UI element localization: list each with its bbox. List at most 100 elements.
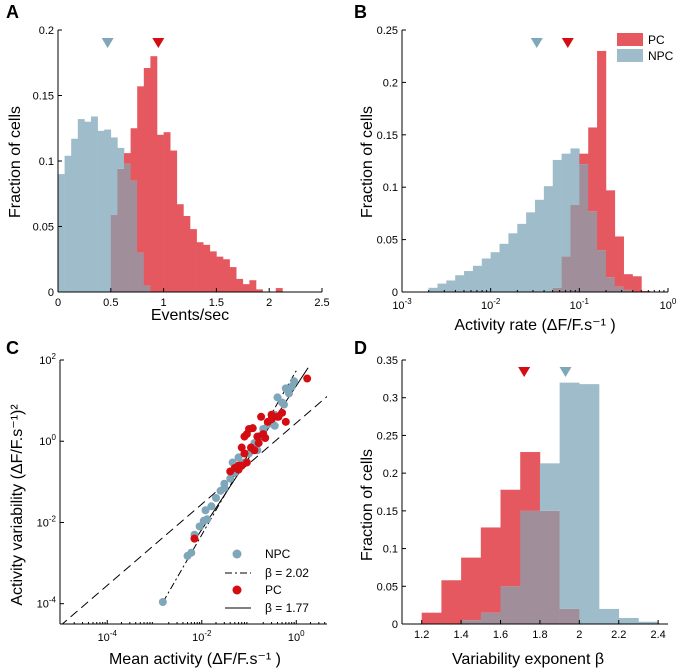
y-tick-label: 0.05 xyxy=(377,581,398,593)
panel-label-a: A xyxy=(6,2,19,22)
y-tick-label: 0.15 xyxy=(377,506,398,518)
panel-d-pc-bar xyxy=(441,580,462,624)
panel-b-npc-bar xyxy=(464,271,474,292)
panel-b-xlabel: Activity rate (ΔF/F.s⁻¹ ) xyxy=(454,317,615,334)
y-tick-label: 0.2 xyxy=(39,25,54,37)
pc-point xyxy=(261,434,270,443)
y-tick-label: 0.3 xyxy=(383,393,398,405)
panel-b-npc-bar xyxy=(570,148,580,206)
npc-point xyxy=(273,393,282,402)
x-tick-label: 10-1 xyxy=(570,297,590,312)
npc-point xyxy=(220,479,229,488)
npc-point xyxy=(270,421,279,430)
panel-a-pc-bar xyxy=(170,150,178,292)
npc-point xyxy=(280,400,289,409)
y-tick-label: 0.2 xyxy=(383,468,398,480)
panel-b-npc-bar xyxy=(428,287,438,292)
x-tick-label: 100 xyxy=(660,297,677,312)
npc-point xyxy=(281,384,290,393)
panel-b-npc-bar xyxy=(499,243,509,292)
y-tick-label: 0.1 xyxy=(383,544,398,556)
panel-b-pc-bar xyxy=(623,274,633,290)
npc-point xyxy=(234,453,243,462)
panel-d-pc-bar xyxy=(421,612,442,624)
x-tick-label: 10-3 xyxy=(392,297,412,312)
mean-marker-pc xyxy=(152,38,165,48)
y-tick-label: 0.1 xyxy=(39,156,54,168)
panel-d-npc-bar xyxy=(599,608,620,624)
panel-a-pc-bar xyxy=(190,229,197,292)
panel-a-pc-bar xyxy=(275,288,283,292)
panel-a-xlabel: Events/sec xyxy=(151,307,229,324)
x-tick-label: 0 xyxy=(55,297,61,309)
x-tick-label: 1 xyxy=(161,297,167,309)
legend-label-npc-c: NPC xyxy=(265,547,291,561)
npc-point xyxy=(226,474,235,483)
panel-label-c: C xyxy=(6,338,19,358)
panel-a-pc-bar xyxy=(242,284,250,292)
pc-point xyxy=(267,410,276,419)
x-tick-label: 1.6 xyxy=(493,629,508,641)
panel-c: C 10-4 10-2 100 10-4 10-2 100 102 Mean activit… xyxy=(6,338,327,668)
x-tick-label: 100 xyxy=(288,629,305,644)
pc-point xyxy=(281,417,290,426)
y-tick-label: 0.35 xyxy=(377,355,398,367)
panel-a-pc-bar xyxy=(163,132,171,292)
x-tick-label: 2 xyxy=(266,297,272,309)
panel-d-plot: 1.2 1.4 1.6 1.8 2 2.2 2.4 0 0.05 0.1 0.15 0.2 0.25 0.… xyxy=(377,355,668,641)
y-tick-label: 10-2 xyxy=(37,514,57,529)
pc-point xyxy=(274,412,283,421)
panel-b-npc-bar xyxy=(437,283,447,292)
panel-a-npc-bar xyxy=(58,174,65,292)
panel-d-ylabel: Fraction of cells xyxy=(359,449,376,561)
panel-a-plot: 0 0.5 1 1.5 2 2.5 0 0.05 0.1 0.15 0.2 xyxy=(33,25,330,309)
panel-a-pc-bar xyxy=(236,278,244,292)
x-tick-label: 1.2 xyxy=(414,629,429,641)
legend-marker-pc xyxy=(232,585,242,595)
panel-b-pc-bar xyxy=(597,50,607,251)
y-tick-label: 0 xyxy=(392,619,398,631)
x-tick-label: 10-4 xyxy=(98,629,118,644)
panel-b-pc-bar xyxy=(605,190,616,278)
panel-a-pc-bar xyxy=(229,267,237,292)
panel-d-npc-bar xyxy=(638,621,659,624)
y-tick-label: 0.15 xyxy=(377,130,398,142)
y-tick-label: 100 xyxy=(39,433,56,448)
x-tick-label: 10-2 xyxy=(192,629,212,644)
panel-d-pc-bar xyxy=(520,452,541,511)
pc-point xyxy=(250,446,259,455)
panel-a-overlap-bar xyxy=(110,214,118,292)
panel-a-pc-bar xyxy=(196,242,204,292)
x-tick-label: 1.8 xyxy=(532,629,547,641)
panel-b-legend: PC NPC xyxy=(617,33,674,63)
panel-a-pc-bar xyxy=(216,256,224,292)
panel-a-overlap-bar xyxy=(137,252,145,292)
panel-d-overlap-bar xyxy=(461,620,482,624)
mean-marker-npc xyxy=(559,367,572,377)
y-tick-label: 0.25 xyxy=(377,25,398,37)
y-tick-label: 0.1 xyxy=(383,182,398,194)
npc-point xyxy=(211,494,220,503)
panel-c-legend: NPC β = 2.02 PC β = 1.77 xyxy=(225,547,309,615)
panel-b-pc-bar xyxy=(641,290,651,292)
panel-b-npc-bar xyxy=(490,252,500,292)
npc-point xyxy=(290,377,299,386)
legend-label-pc-c: PC xyxy=(265,583,282,597)
panel-d-overlap-bar xyxy=(520,510,541,624)
panel-c-plot: 10-4 10-2 100 10-4 10-2 100 102 xyxy=(37,352,327,644)
pc-point xyxy=(237,443,246,452)
mean-marker-pc xyxy=(561,38,574,48)
panel-a-pc-bar xyxy=(137,86,145,253)
panel-a-pc-bar xyxy=(183,216,191,292)
y-tick-label: 0.2 xyxy=(383,77,398,89)
panel-b-plot: 10-3 10-2 10-1 100 0 0.05 0.1 0.15 0.2 0.25 xyxy=(377,25,677,312)
npc-point xyxy=(203,515,212,524)
panel-b-ylabel: Fraction of cells xyxy=(359,106,376,218)
panel-b-pc-bar xyxy=(614,236,624,287)
panel-d-xlabel: Variability exponent β xyxy=(452,651,604,668)
panel-c-inner xyxy=(61,367,327,624)
panel-b-npc-bar xyxy=(561,153,571,257)
panel-b-overlap-bar xyxy=(552,287,562,292)
panel-a-pc-bar xyxy=(176,204,184,292)
